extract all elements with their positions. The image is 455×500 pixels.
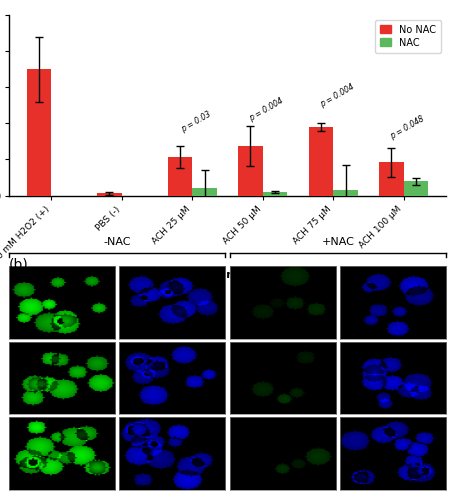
Text: p = 0.03: p = 0.03 — [179, 110, 212, 134]
Bar — [404, 181, 428, 196]
Text: p = 0.004: p = 0.004 — [248, 96, 285, 124]
Bar — [308, 127, 333, 196]
Bar — [333, 190, 358, 196]
Bar — [167, 158, 192, 196]
Text: +NAC: +NAC — [321, 238, 354, 248]
Text: -NAC: -NAC — [103, 238, 131, 248]
Legend: No NAC, NAC: No NAC, NAC — [375, 20, 441, 52]
Text: p = 0.048: p = 0.048 — [389, 114, 426, 141]
Text: (b): (b) — [9, 258, 29, 272]
Bar — [27, 69, 51, 196]
Bar — [379, 162, 404, 196]
Bar — [263, 192, 288, 196]
Bar — [192, 188, 217, 196]
X-axis label: Treatment: Treatment — [195, 270, 260, 280]
Text: p = 0.004: p = 0.004 — [318, 82, 355, 109]
Bar — [97, 194, 122, 196]
Bar — [238, 146, 263, 196]
